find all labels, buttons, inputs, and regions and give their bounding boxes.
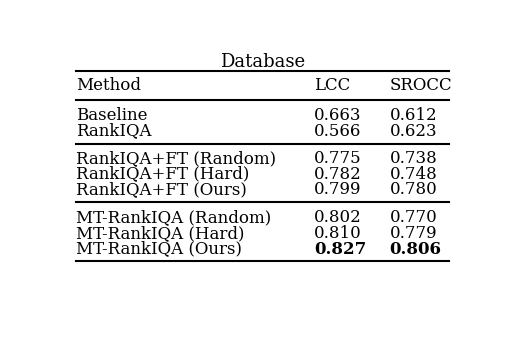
Text: 0.623: 0.623 (389, 122, 437, 140)
Text: LCC: LCC (314, 77, 350, 93)
Text: 0.806: 0.806 (389, 240, 441, 258)
Text: 0.827: 0.827 (314, 240, 366, 258)
Text: 0.775: 0.775 (314, 150, 361, 167)
Text: 0.748: 0.748 (389, 166, 437, 183)
Text: MT-RankIQA (Random): MT-RankIQA (Random) (76, 209, 271, 226)
Text: 0.780: 0.780 (389, 181, 437, 198)
Text: 0.738: 0.738 (389, 150, 437, 167)
Text: 0.612: 0.612 (389, 107, 437, 124)
Text: 0.663: 0.663 (314, 107, 361, 124)
Text: RankIQA: RankIQA (76, 122, 152, 140)
Text: 0.770: 0.770 (389, 209, 437, 226)
Text: 0.779: 0.779 (389, 225, 437, 242)
Text: 0.799: 0.799 (314, 181, 361, 198)
Text: RankIQA+FT (Random): RankIQA+FT (Random) (76, 150, 276, 167)
Text: 0.782: 0.782 (314, 166, 362, 183)
Text: 0.810: 0.810 (314, 225, 362, 242)
Text: MT-RankIQA (Hard): MT-RankIQA (Hard) (76, 225, 244, 242)
Text: RankIQA+FT (Ours): RankIQA+FT (Ours) (76, 181, 247, 198)
Text: MT-RankIQA (Ours): MT-RankIQA (Ours) (76, 240, 242, 258)
Text: SROCC: SROCC (389, 77, 452, 93)
Text: RankIQA+FT (Hard): RankIQA+FT (Hard) (76, 166, 249, 183)
Text: 0.802: 0.802 (314, 209, 362, 226)
Text: Method: Method (76, 77, 141, 93)
Text: Baseline: Baseline (76, 107, 147, 124)
Text: 0.566: 0.566 (314, 122, 361, 140)
Text: Database: Database (220, 53, 305, 71)
